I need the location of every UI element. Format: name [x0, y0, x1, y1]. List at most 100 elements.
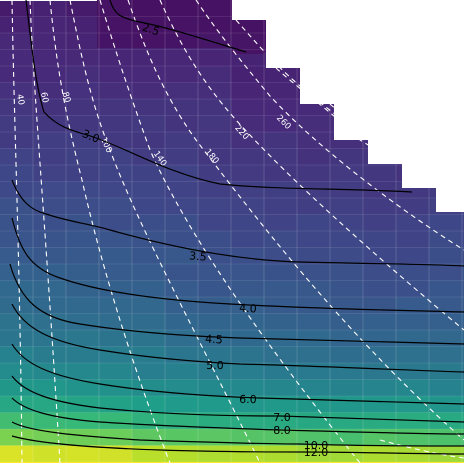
- heatmap-cell: [264, 165, 298, 183]
- heatmap-cell: [0, 33, 34, 51]
- heatmap-cell: [0, 247, 34, 265]
- heatmap-cell: [132, 330, 166, 348]
- dashed-contour-420: [379, 439, 464, 459]
- heatmap-cell: [264, 280, 298, 298]
- heatmap-cell: [462, 231, 464, 249]
- solid-contour-6.0: [11, 343, 464, 405]
- heatmap-cell: [330, 247, 364, 265]
- dashed-contour-80: [49, 0, 171, 463]
- heatmap-cell: [33, 148, 67, 166]
- heatmap-cell: [0, 313, 34, 331]
- heatmap-cell: [132, 198, 166, 216]
- heatmap-cell: [462, 346, 464, 364]
- solid-contour-label: 2.5: [141, 21, 162, 39]
- heatmap-cell: [33, 181, 67, 199]
- heatmap-cell: [198, 412, 232, 430]
- heatmap-cell: [462, 379, 464, 397]
- heatmap-cell: [132, 99, 166, 117]
- heatmap-cell: [363, 231, 397, 249]
- heatmap-cell: [33, 313, 67, 331]
- heatmap-cell: [396, 363, 430, 381]
- heatmap-cell: [264, 396, 298, 414]
- heatmap-cell: [264, 82, 298, 100]
- heatmap-cell: [231, 66, 265, 84]
- heatmap-cell: [132, 429, 166, 447]
- solid-contour-7.0: [11, 375, 464, 423]
- heatmap-cell: [0, 231, 34, 249]
- heatmap-cell: [363, 379, 397, 397]
- heatmap-cell: [66, 33, 100, 51]
- heatmap-cell: [297, 297, 331, 315]
- heatmap-cell: [132, 346, 166, 364]
- heatmap-cell: [231, 412, 265, 430]
- heatmap-cell: [396, 297, 430, 315]
- heatmap-cell: [132, 49, 166, 67]
- heatmap-cell: [231, 115, 265, 133]
- dashed-contour-380: [329, 103, 464, 191]
- heatmap-cell: [0, 396, 34, 414]
- heatmap-cell: [165, 280, 199, 298]
- dashed-contour-340: [275, 67, 464, 191]
- heatmap-cell: [0, 66, 34, 84]
- heatmap-cell: [396, 412, 430, 430]
- heatmap-cell: [66, 346, 100, 364]
- heatmap-cell: [297, 181, 331, 199]
- heatmap-cell: [66, 429, 100, 447]
- heatmap-cell: [99, 297, 133, 315]
- heatmap-cell: [33, 49, 67, 67]
- heatmap-cell: [297, 346, 331, 364]
- heatmap-cell: [462, 429, 464, 447]
- heatmap-cell: [297, 412, 331, 430]
- heatmap-cell: [66, 445, 100, 463]
- heatmap-cell: [363, 264, 397, 282]
- solid-contour-3.0: [25, 0, 413, 193]
- heatmap-cell: [330, 445, 364, 463]
- heatmap-cell: [330, 198, 364, 216]
- heatmap-cell: [132, 280, 166, 298]
- heatmap-cell: [198, 198, 232, 216]
- solid-contour-12.0: [11, 435, 464, 455]
- heatmap-cell: [264, 379, 298, 397]
- heatmap-cell: [0, 99, 34, 117]
- heatmap-cell: [99, 412, 133, 430]
- heatmap-cell: [363, 330, 397, 348]
- heatmap-cell: [264, 198, 298, 216]
- heatmap-cell: [0, 330, 34, 348]
- heatmap-cell: [132, 247, 166, 265]
- heatmap-cell: [66, 379, 100, 397]
- heatmap-cell: [462, 313, 464, 331]
- heatmap-cell: [132, 66, 166, 84]
- heatmap-cell: [264, 115, 298, 133]
- heatmap-cell: [99, 99, 133, 117]
- heatmap-cell: [99, 247, 133, 265]
- heatmap-cell: [297, 363, 331, 381]
- heatmap-cell: [330, 165, 364, 183]
- heatmap-cell: [264, 181, 298, 199]
- solid-contour-label: 4.0: [239, 302, 257, 316]
- heatmap-cell: [396, 313, 430, 331]
- heatmap-cell: [165, 99, 199, 117]
- heatmap-cell: [363, 412, 397, 430]
- heatmap-cell: [165, 330, 199, 348]
- heatmap-cell: [33, 82, 67, 100]
- heatmap-cell: [33, 379, 67, 397]
- heatmap-cell: [0, 16, 34, 34]
- heatmap-cell: [429, 247, 463, 265]
- heatmap-cell: [396, 445, 430, 463]
- solid-contour-2.5: [109, 0, 247, 53]
- heatmap-cell: [264, 231, 298, 249]
- heatmap-cell: [264, 445, 298, 463]
- missing-data-strip: [0, 0, 97, 1]
- heatmap-cell: [165, 148, 199, 166]
- heatmap-cell: [231, 346, 265, 364]
- heatmap-cell: [165, 429, 199, 447]
- heatmap-cell: [66, 297, 100, 315]
- heatmap-cell: [396, 198, 430, 216]
- heatmap-cell: [231, 396, 265, 414]
- heatmap-cell: [0, 363, 34, 381]
- heatmap-cell: [165, 66, 199, 84]
- heatmap-cell: [132, 148, 166, 166]
- solid-contour-label: 5.0: [206, 359, 224, 372]
- heatmap-cell: [297, 330, 331, 348]
- heatmap-cell: [165, 82, 199, 100]
